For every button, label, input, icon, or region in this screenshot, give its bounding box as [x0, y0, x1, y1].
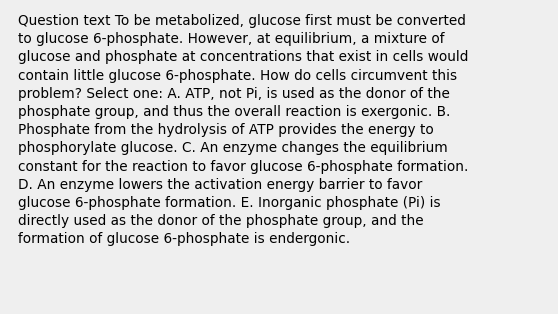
Text: Question text To be metabolized, glucose first must be converted
to glucose 6-ph: Question text To be metabolized, glucose… — [18, 14, 469, 246]
